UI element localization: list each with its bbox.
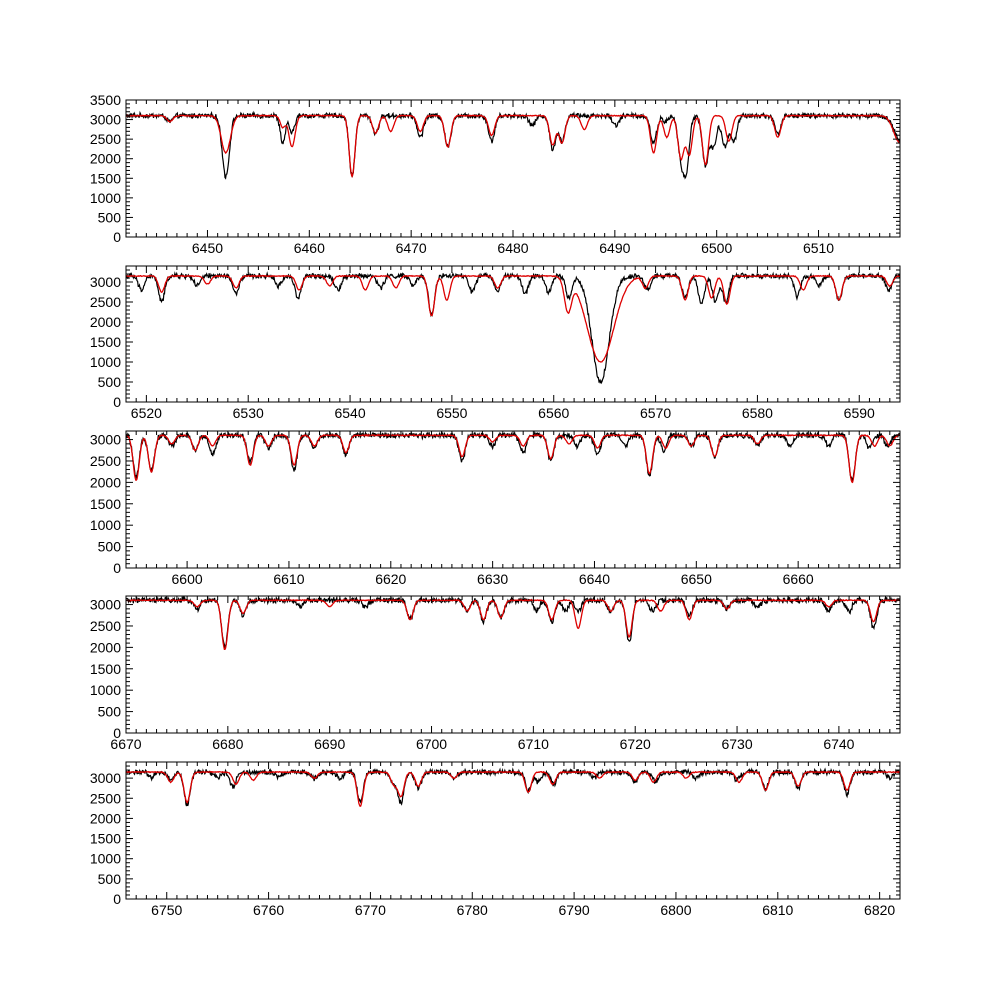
x-tick-label: 6620	[375, 571, 406, 587]
y-tick-label: 3000	[90, 112, 121, 128]
y-tick-label: 1000	[90, 851, 121, 867]
y-tick-label: 2500	[90, 131, 121, 147]
y-tick-label: 2000	[90, 151, 121, 167]
x-tick-label: 6750	[151, 902, 182, 918]
y-tick-label: 3500	[90, 92, 121, 108]
y-tick-label: 1500	[90, 831, 121, 847]
x-tick-label: 6480	[497, 240, 528, 256]
model-spectrum-line	[126, 770, 900, 807]
x-tick-label: 6670	[110, 736, 141, 752]
x-tick-label: 6590	[844, 405, 875, 421]
y-tick-label: 1500	[90, 661, 121, 677]
x-tick-label: 6550	[436, 405, 467, 421]
x-tick-label: 6760	[253, 902, 284, 918]
model-spectrum-line	[126, 114, 900, 178]
y-tick-label: 2500	[90, 294, 121, 310]
y-tick-label: 500	[98, 209, 122, 225]
x-tick-label: 6520	[131, 405, 162, 421]
y-tick-label: 1000	[90, 190, 121, 206]
panel-frame	[125, 265, 901, 403]
x-tick-label: 6810	[762, 902, 793, 918]
x-tick-label: 6450	[192, 240, 223, 256]
x-tick-label: 6630	[477, 571, 508, 587]
x-tick-label: 6720	[620, 736, 651, 752]
y-tick-label: 2500	[90, 618, 121, 634]
y-tick-label: 1000	[90, 354, 121, 370]
x-tick-label: 6770	[355, 902, 386, 918]
x-tick-label: 6710	[518, 736, 549, 752]
model-spectrum-line	[126, 433, 900, 484]
x-tick-label: 6600	[172, 571, 203, 587]
x-tick-label: 6470	[396, 240, 427, 256]
spectrum-panel-1: 6450 6460 6470 6480 6490 6500 6510 0 500 1000 1500…	[90, 92, 901, 256]
y-tick-label: 3000	[90, 432, 121, 448]
x-tick-label: 6460	[294, 240, 325, 256]
x-tick-label: 6740	[823, 736, 854, 752]
y-tick-label: 1500	[90, 334, 121, 350]
x-tick-label: 6560	[538, 405, 569, 421]
y-tick-label: 2000	[90, 474, 121, 490]
x-tick-label: 6490	[599, 240, 630, 256]
y-tick-label: 0	[113, 229, 121, 245]
x-tick-label: 6540	[334, 405, 365, 421]
y-tick-label: 1500	[90, 496, 121, 512]
y-tick-label: 500	[98, 704, 122, 720]
x-tick-label: 6580	[742, 405, 773, 421]
y-tick-label: 2000	[90, 810, 121, 826]
y-tick-label: 2000	[90, 639, 121, 655]
x-tick-label: 6800	[660, 902, 691, 918]
observed-spectrum-line	[126, 110, 900, 180]
x-tick-label: 6730	[721, 736, 752, 752]
observed-spectrum-line	[126, 596, 900, 649]
x-tick-label: 6530	[233, 405, 264, 421]
y-tick-label: 0	[113, 891, 121, 907]
x-tick-label: 6650	[681, 571, 712, 587]
y-tick-label: 2500	[90, 453, 121, 469]
y-tick-label: 3000	[90, 770, 121, 786]
x-tick-label: 6820	[864, 902, 895, 918]
y-tick-label: 0	[113, 394, 121, 410]
y-tick-label: 1000	[90, 517, 121, 533]
y-tick-label: 500	[98, 871, 122, 887]
model-spectrum-line	[126, 598, 900, 651]
y-tick-label: 500	[98, 374, 122, 390]
spectrum-panel-2: 6520 6530 6540 6550 6560 6570 6580 6590 0 500 1000…	[90, 265, 901, 421]
spectrum-panel-5: 6750 6760 6770 6780 6790 6800 6810 6820 0 500 1000…	[90, 761, 901, 918]
x-tick-label: 6640	[579, 571, 610, 587]
y-tick-label: 1500	[90, 170, 121, 186]
y-tick-label: 0	[113, 560, 121, 576]
x-tick-label: 6690	[314, 736, 345, 752]
model-spectrum-line	[126, 274, 900, 363]
y-tick-label: 2000	[90, 314, 121, 330]
y-tick-label: 3000	[90, 274, 121, 290]
x-tick-label: 6610	[273, 571, 304, 587]
x-tick-label: 6700	[416, 736, 447, 752]
x-tick-label: 6510	[803, 240, 834, 256]
y-tick-label: 500	[98, 539, 122, 555]
panel-frame	[125, 430, 901, 569]
panel-frame	[125, 99, 901, 238]
x-tick-label: 6790	[559, 902, 590, 918]
x-tick-label: 6500	[701, 240, 732, 256]
x-tick-label: 6780	[457, 902, 488, 918]
y-tick-label: 3000	[90, 597, 121, 613]
observed-spectrum-line	[126, 271, 900, 385]
spectrum-panel-4: 6670 6680 6690 6700 6710 6720 6730 6740 0 500 1000…	[90, 595, 901, 752]
x-tick-label: 6680	[212, 736, 243, 752]
panel-frame	[125, 761, 901, 900]
x-tick-label: 6660	[783, 571, 814, 587]
spectrum-panel-3: 6600 6610 6620 6630 6640 6650 6660 0 500 1000 1500…	[90, 430, 901, 587]
x-tick-label: 6570	[640, 405, 671, 421]
y-tick-label: 1000	[90, 682, 121, 698]
y-tick-label: 2500	[90, 790, 121, 806]
observed-spectrum-line	[126, 431, 900, 482]
y-tick-label: 0	[113, 725, 121, 741]
